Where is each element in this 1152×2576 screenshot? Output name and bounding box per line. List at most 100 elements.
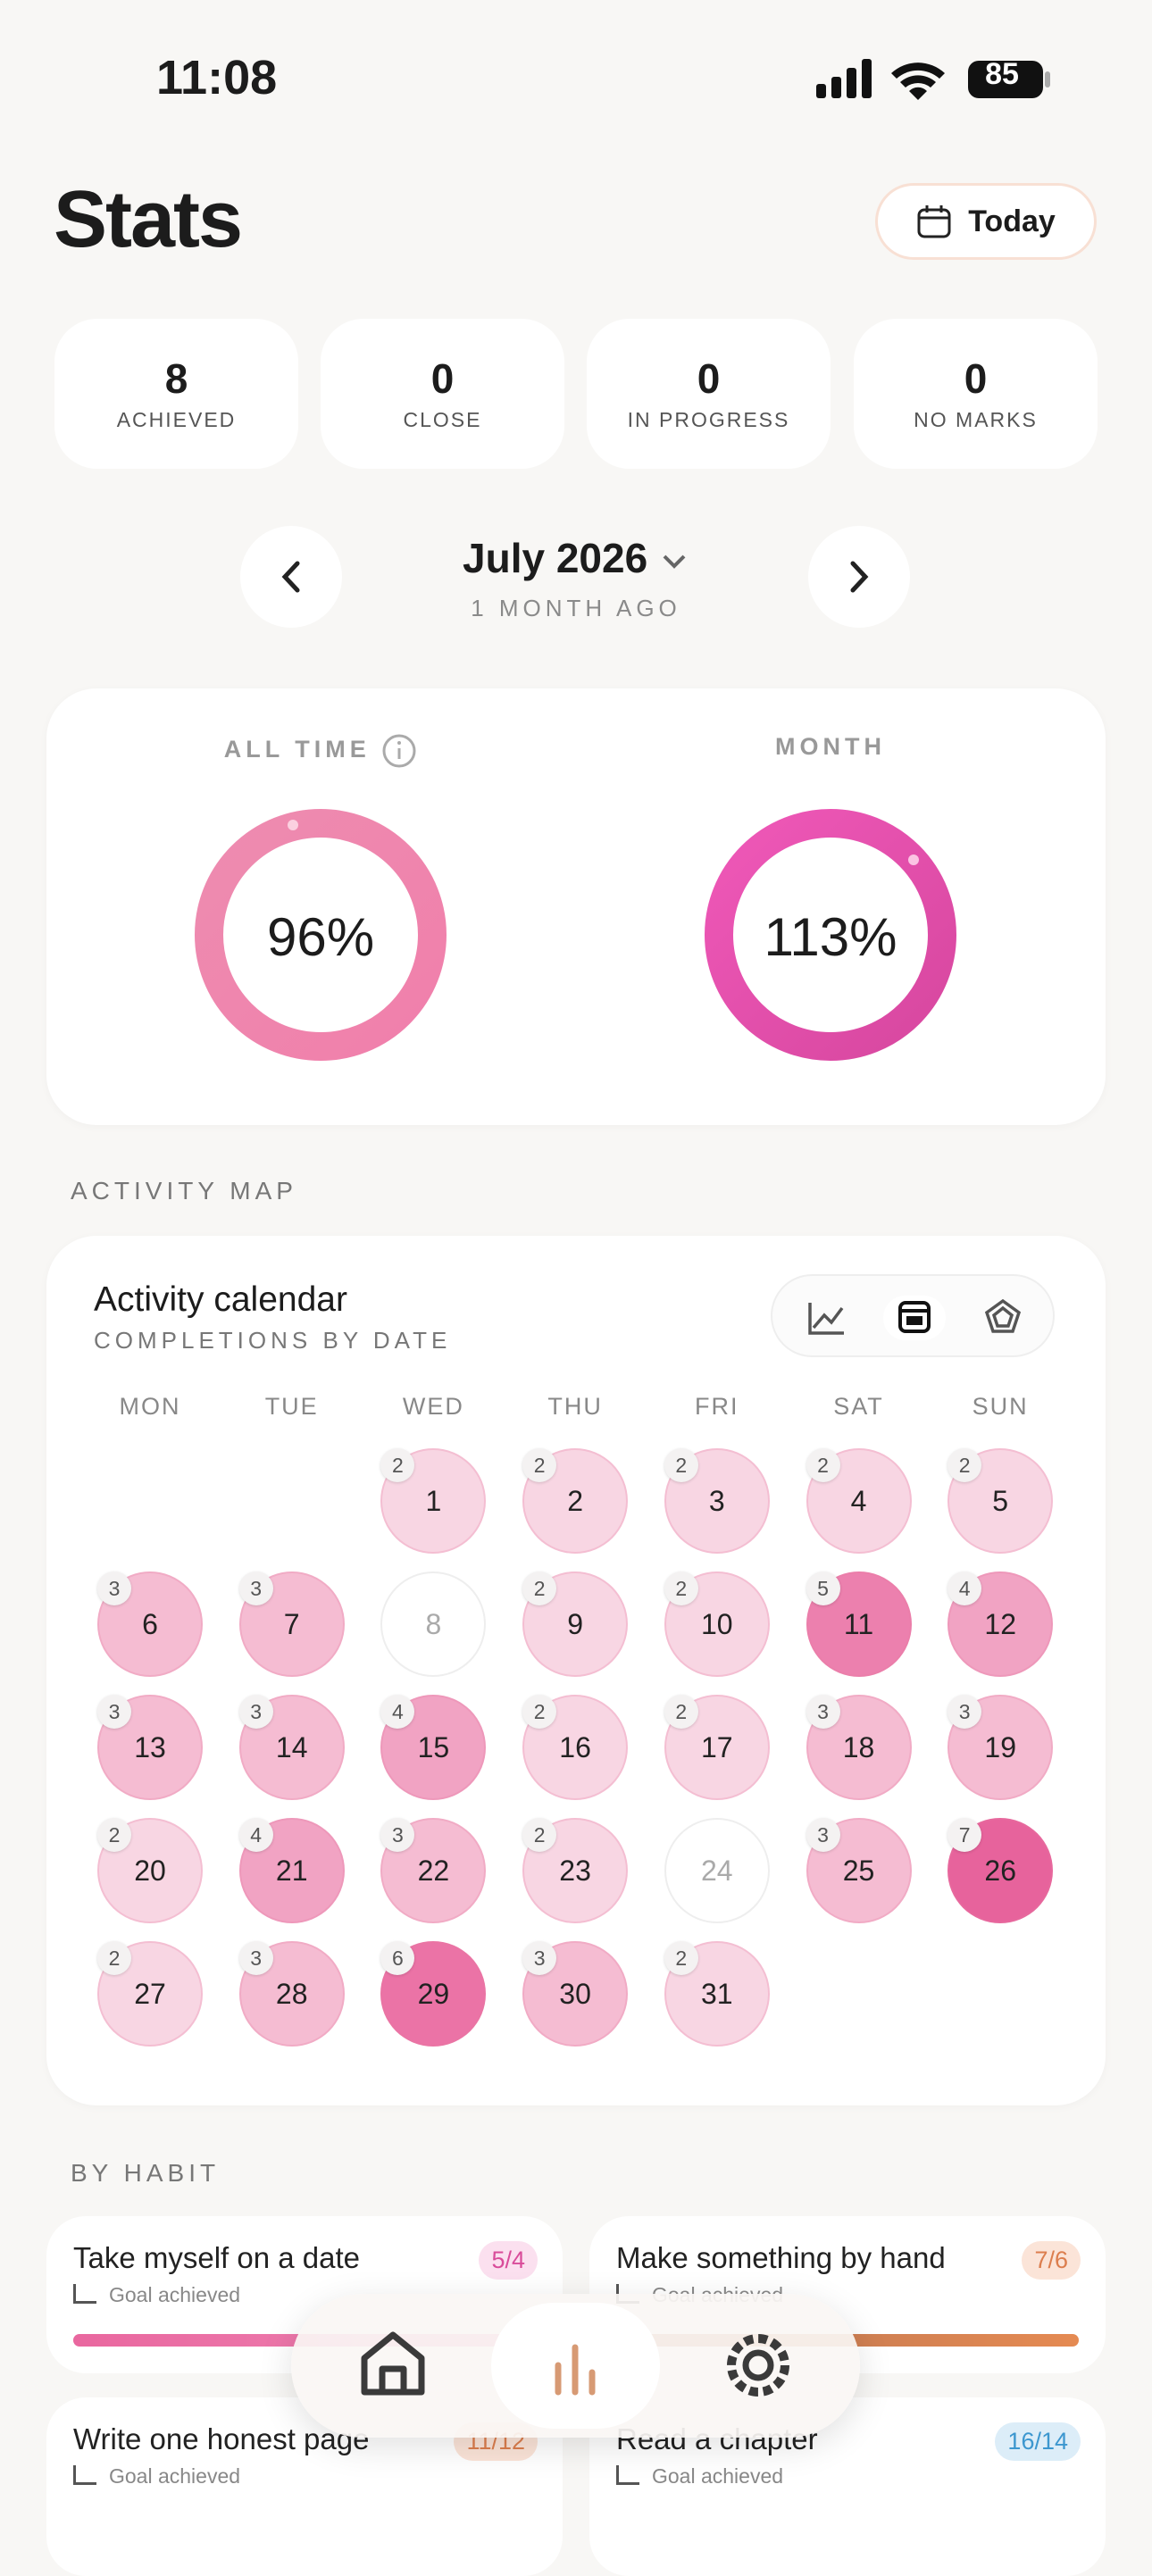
day-number: 24 [701,1854,733,1887]
next-month[interactable] [808,526,910,628]
day-number: 13 [134,1730,166,1763]
day-count: 2 [664,1695,698,1729]
tab-bar [291,2294,860,2438]
ring-label: MONTH [775,733,886,760]
summary-value: 8 [164,355,188,402]
page-title: Stats [54,175,243,264]
ring-label-text: ALL TIME [223,736,371,763]
calendar-subtitle: COMPLETIONS BY DATE [94,1327,452,1354]
weekday-label: SUN [972,1393,1029,1420]
view-toggle [771,1274,1055,1357]
rings-card: ALL TIME MONTH 96% 113% [46,688,1106,1125]
day-number: 5 [992,1484,1009,1517]
day-number: 7 [283,1607,300,1640]
day-cell[interactable]: 5 [947,1448,1054,1554]
day-number: 20 [134,1854,166,1887]
summary-value: 0 [697,355,721,402]
ring-month [705,809,956,1061]
day-cell[interactable]: 7 [238,1571,345,1677]
day-cell[interactable]: 17 [664,1695,770,1800]
day-number: 22 [417,1854,450,1887]
day-count: 3 [238,1941,273,1975]
day-number: 16 [559,1730,591,1763]
today-button[interactable]: Today [875,183,1097,260]
summary-label: IN PROGRESS [627,408,790,431]
day-count: 2 [522,1818,557,1852]
day-number: 15 [417,1730,450,1763]
day-cell[interactable]: 20 [97,1818,203,1923]
weekday-label: MON [119,1393,181,1420]
day-count: 2 [947,1448,982,1482]
chevron-down [663,554,686,569]
day-count: 3 [522,1941,557,1975]
summary-card: 0 NO MARKS [854,319,1098,469]
day-number: 25 [842,1854,875,1887]
day-count: 2 [664,1448,698,1482]
day-number: 4 [850,1484,867,1517]
day-number: 28 [275,1977,308,2010]
day-cell[interactable]: 12 [947,1571,1054,1677]
day-number: 10 [701,1607,733,1640]
month-picker[interactable]: July 2026 [357,534,795,582]
ring-dot [288,820,298,830]
day-count: 2 [806,1448,840,1482]
info-icon[interactable] [381,733,417,769]
ring-dot [908,854,919,865]
habit-badge: 16/14 [995,2422,1081,2461]
day-number: 3 [708,1484,725,1517]
day-count: 3 [806,1818,840,1852]
habit-title: Make something by hand [616,2241,946,2274]
day-number: 14 [275,1730,308,1763]
day-cell[interactable]: 8 [380,1571,487,1677]
day-count: 3 [238,1571,273,1605]
day-cell[interactable]: 22 [380,1818,487,1923]
view-icons[interactable] [772,1276,1056,1359]
summary-label: ACHIEVED [116,408,237,431]
status-time: 11:08 [156,51,278,104]
ring-value: 113% [764,907,897,967]
day-number: 31 [701,1977,733,2010]
habit-title: Write one honest page [73,2422,370,2455]
day-number: 27 [134,1977,166,2010]
page: 11:08 85 Stats Today July 2026 1 MONTH A… [46,51,1106,2488]
day-number: 12 [984,1607,1016,1640]
day-number: 8 [425,1607,442,1640]
summary-card: 0 IN PROGRESS [587,319,831,469]
rings [195,809,956,1061]
day-count: 2 [380,1448,415,1482]
section-title: ACTIVITY MAP [71,1177,297,1205]
weekday-label: WED [402,1393,464,1420]
day-number: 18 [842,1730,875,1763]
day-count: 3 [947,1695,982,1729]
day-number: 29 [417,1977,450,2010]
habit-title: Take myself on a date [73,2241,361,2274]
ring-label: ALL TIME [142,733,499,769]
day-cell[interactable]: 24 [664,1818,770,1923]
habit-status: Goal achieved [109,2464,241,2488]
day-count: 2 [522,1571,557,1605]
day-number: 30 [559,1977,591,2010]
summary-card: 8 ACHIEVED [54,319,298,469]
day-cell[interactable]: 16 [522,1695,629,1800]
day-number: 6 [142,1607,158,1640]
today-label: Today [968,204,1056,238]
habit-status: Goal achieved [109,2283,241,2306]
prev-month[interactable] [240,526,342,628]
day-number: 2 [567,1484,583,1517]
day-number: 11 [843,1607,874,1640]
battery-level: 85 [985,57,1019,91]
chart-icon [73,2284,96,2304]
ring-all-time [195,809,447,1061]
day-count: 6 [380,1941,415,1975]
tab-icons[interactable] [291,2294,860,2438]
weekday-label: SAT [833,1393,884,1420]
chart-icon [616,2465,639,2485]
status-icons [816,59,1050,100]
weekday-label: FRI [695,1393,739,1420]
calendar-icon [917,205,951,238]
day-count: 4 [238,1818,273,1852]
day-count: 2 [522,1695,557,1729]
day-count: 5 [806,1571,840,1605]
day-count: 3 [97,1695,131,1729]
day-count: 2 [664,1941,698,1975]
